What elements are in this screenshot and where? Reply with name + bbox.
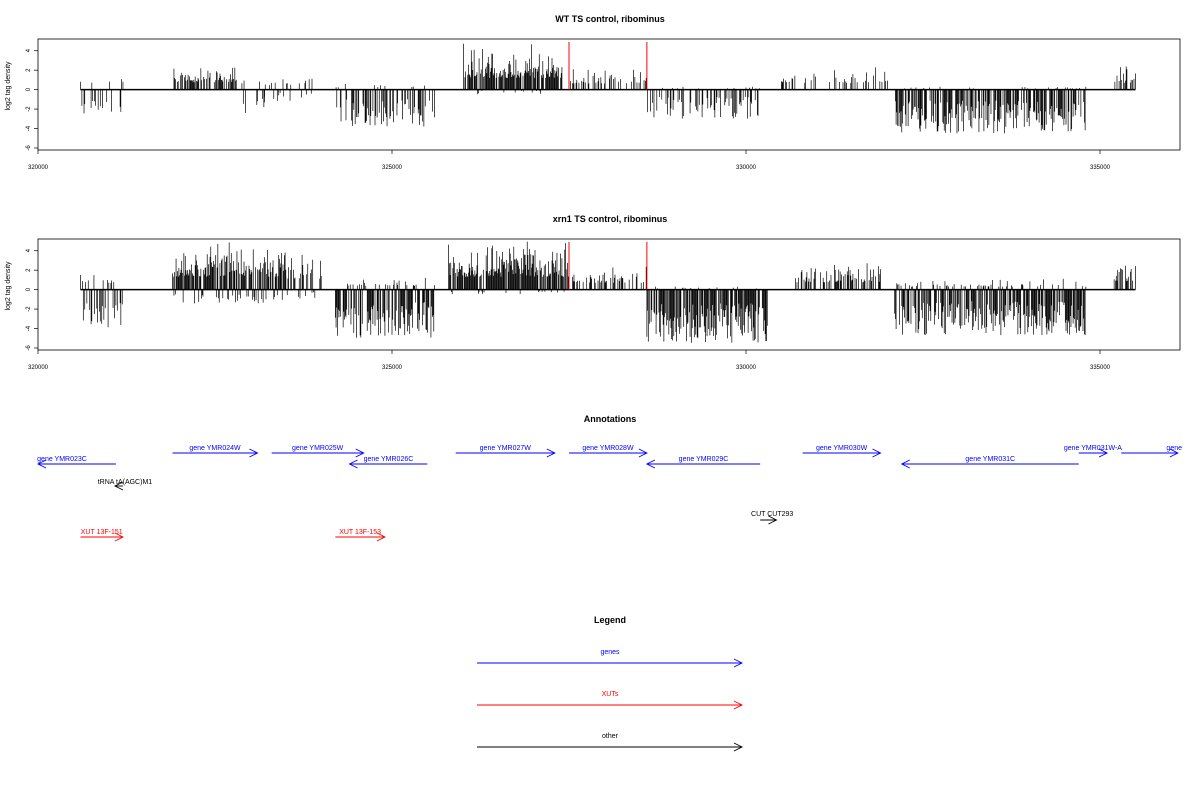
xrn1-y-axis-label: log2 tag density [5,261,12,311]
feature-arrow-head [900,459,910,469]
annotation-genes-feature: gene YMR023C [36,456,116,469]
annotation-other-feature: CUT CUT293 [751,511,793,525]
feature-label: XUT 13F-151 [81,529,123,536]
wt-x-tick-label: 335000 [1090,165,1111,171]
feature-label: gene YMR031C [965,456,1015,463]
annotation-genes-feature: gene YMR027W [455,445,556,458]
xrn1-bars-layer [80,241,1136,343]
legend-arrowhead [733,700,744,710]
feature-label: gene YMR030W [816,445,868,452]
wt-bars-layer [80,42,1136,134]
wt-y-tick-label: 4 [26,48,32,52]
feature-label: gene [1166,445,1182,452]
legend-arrowhead [733,742,744,752]
feature-label: gene YMR023C [37,456,87,463]
feature-label: XUT 13F-153 [339,529,381,536]
xrn1-y-tick-label: 4 [26,248,32,252]
xrn1-y-tick-label: -2 [26,306,32,312]
legend-item-other: other [477,733,744,752]
annotations-title: Annotations [584,414,637,424]
legend-arrowhead [733,658,744,668]
feature-arrow-head [36,459,47,469]
annotation-other-feature: tRNA tA(AGC)M1 [98,479,153,491]
feature-arrow-head [355,448,365,458]
legend-label: other [602,733,619,740]
wt-x-tick-label: 330000 [736,165,757,171]
wt-y-axis: -6 -4 -2 0 2 4 [26,48,38,151]
annotation-XUTs-feature: XUT 13F-151 [80,529,124,542]
feature-label: gene YMR029C [679,456,729,463]
legend-title: Legend [594,615,626,625]
annotation-genes-feature: gene YMR029C [645,456,761,469]
feature-arrow-head [768,515,778,525]
feature-arrow-head [638,448,648,458]
xrn1-x-tick-label: 325000 [382,365,403,371]
feature-arrow-head [113,481,124,491]
xrn1-y-tick-label: -6 [26,345,32,351]
wt-x-axis: 320000 325000 330000 335000 [28,150,1111,171]
wt-y-axis-label: log2 tag density [5,61,12,111]
feature-label: gene YMR024W [189,445,241,452]
legend-items: genes XUTs other [477,649,744,752]
wt-y-tick-label: 0 [26,87,32,91]
wt-plot-frame [37,38,1181,151]
legend-label: XUTs [602,691,619,698]
wt-y-tick-label: -4 [26,125,32,131]
legend-label: genes [600,649,620,656]
annotation-features: gene YMR023C gene YMR024W gene YMR025W gene… [36,445,1182,542]
feature-label: gene YMR027W [480,445,532,452]
xrn1-y-axis: -6 -4 -2 0 2 4 [26,248,38,351]
feature-label: gene YMR031W-A [1064,445,1122,452]
wt-panel-title: WT TS control, ribominus [555,14,665,24]
feature-label: gene YMR025W [292,445,344,452]
legend-item-xuts: XUTs [477,691,744,710]
annotation-genes-feature: gene YMR031W-A [1064,445,1122,458]
xrn1-x-axis: 320000 325000 330000 335000 [28,350,1111,371]
feature-arrow-head [348,459,358,469]
annotation-genes-feature: gene [1121,445,1182,458]
feature-label: CUT CUT293 [751,511,793,518]
wt-y-tick-label: 2 [26,68,32,72]
wt-x-tick-label: 325000 [382,165,403,171]
wt-y-tick-label: -6 [26,145,32,151]
xrn1-x-tick-label: 330000 [736,365,757,371]
feature-arrow-head [1098,448,1109,458]
feature-label: gene YMR026C [364,456,414,463]
annotation-genes-feature: gene YMR031C [900,456,1079,469]
xrn1-panel-title: xrn1 TS control, ribominus [553,214,668,224]
feature-arrow-head [546,448,556,458]
wt-x-tick-label: 320000 [28,165,49,171]
xrn1-y-tick-label: 0 [26,287,32,291]
feature-arrow-head [1169,448,1179,458]
feature-arrow-head [249,448,259,458]
xrn1-coverage-panel: xrn1 TS control, ribominus log2 tag dens… [5,214,1181,371]
annotation-genes-feature: gene YMR024W [172,445,259,458]
xrn1-y-tick-label: -4 [26,325,32,331]
feature-arrow-head [114,532,124,542]
feature-arrow-head [376,532,386,542]
wt-y-tick-label: -2 [26,106,32,112]
xrn1-y-tick-label: 2 [26,268,32,272]
legend-item-genes: genes [477,649,744,668]
annotation-genes-feature: gene YMR030W [802,445,882,458]
feature-arrow-head [645,459,656,469]
legend: Legend genes XUTs other [477,615,744,752]
annotation-genes-feature: gene YMR028W [569,445,648,458]
annotation-genes-feature: gene YMR025W [271,445,365,458]
xrn1-x-tick-label: 320000 [28,365,49,371]
annotation-XUTs-feature: XUT 13F-153 [335,529,386,542]
feature-label: tRNA tA(AGC)M1 [98,479,153,486]
xrn1-x-tick-label: 335000 [1090,365,1111,371]
wt-coverage-panel: WT TS control, ribominus log2 tag densit… [5,14,1181,171]
feature-label: gene YMR028W [582,445,634,452]
annotation-genes-feature: gene YMR026C [348,456,428,469]
xrn1-plot-frame [37,238,1181,351]
feature-arrow-head [872,448,882,458]
